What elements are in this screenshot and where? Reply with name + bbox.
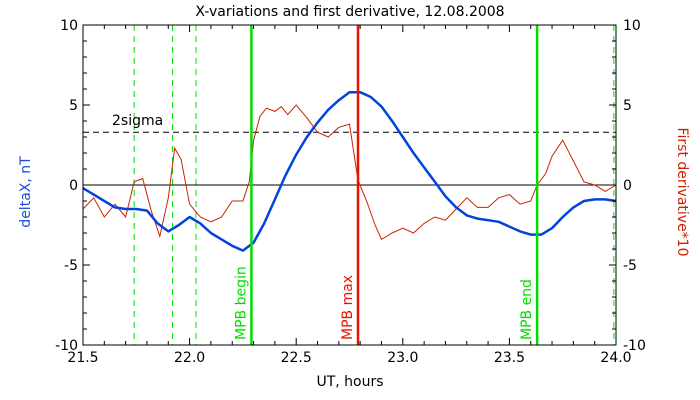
chart-title: X-variations and first derivative, 12.08… <box>195 4 504 20</box>
y-left-tick-label: -10 <box>55 338 78 354</box>
y-right-tick-label: 5 <box>623 98 632 114</box>
y-right-tick-label: -10 <box>623 338 646 354</box>
two-sigma-label: 2sigma <box>112 113 163 129</box>
y-left-tick-label: 10 <box>60 18 78 34</box>
y-right-tick-label: 10 <box>623 18 641 34</box>
y-axis-label-right: First derivative*10 <box>674 127 690 256</box>
y-right-tick-label: 0 <box>623 178 632 194</box>
x-tick-label: 22.5 <box>281 350 312 366</box>
x-axis: 21.5 22.0 22.5 23.0 23.5 24.0 <box>67 25 632 366</box>
series-line-derivative <box>82 104 617 241</box>
y-right-tick-label: -5 <box>623 258 637 274</box>
x-axis-label: UT, hours <box>316 374 383 390</box>
x-tick-label: 22.0 <box>174 350 205 366</box>
marker-label-0: MPB begin <box>233 266 249 340</box>
y-axis-left: -10 -5 0 5 10 <box>55 18 90 354</box>
y-left-tick-label: -5 <box>64 258 78 274</box>
x-tick-label: 21.5 <box>67 350 98 366</box>
marker-label-2: MPB end <box>519 279 535 340</box>
x-tick-label: 24.0 <box>600 350 631 366</box>
y-left-tick-label: 5 <box>69 98 78 114</box>
series-line-deltax <box>82 90 617 252</box>
y-left-tick-label: 0 <box>69 178 78 194</box>
marker-label-1: MPB max <box>340 275 356 340</box>
x-tick-label: 23.5 <box>494 350 525 366</box>
y-axis-right: -10 -5 0 5 10 <box>609 18 646 354</box>
x-tick-label: 23.0 <box>387 350 418 366</box>
y-axis-label-left: deltaX, nT <box>18 156 34 228</box>
plot-area: MPB begin MPB max MPB end <box>82 25 617 345</box>
